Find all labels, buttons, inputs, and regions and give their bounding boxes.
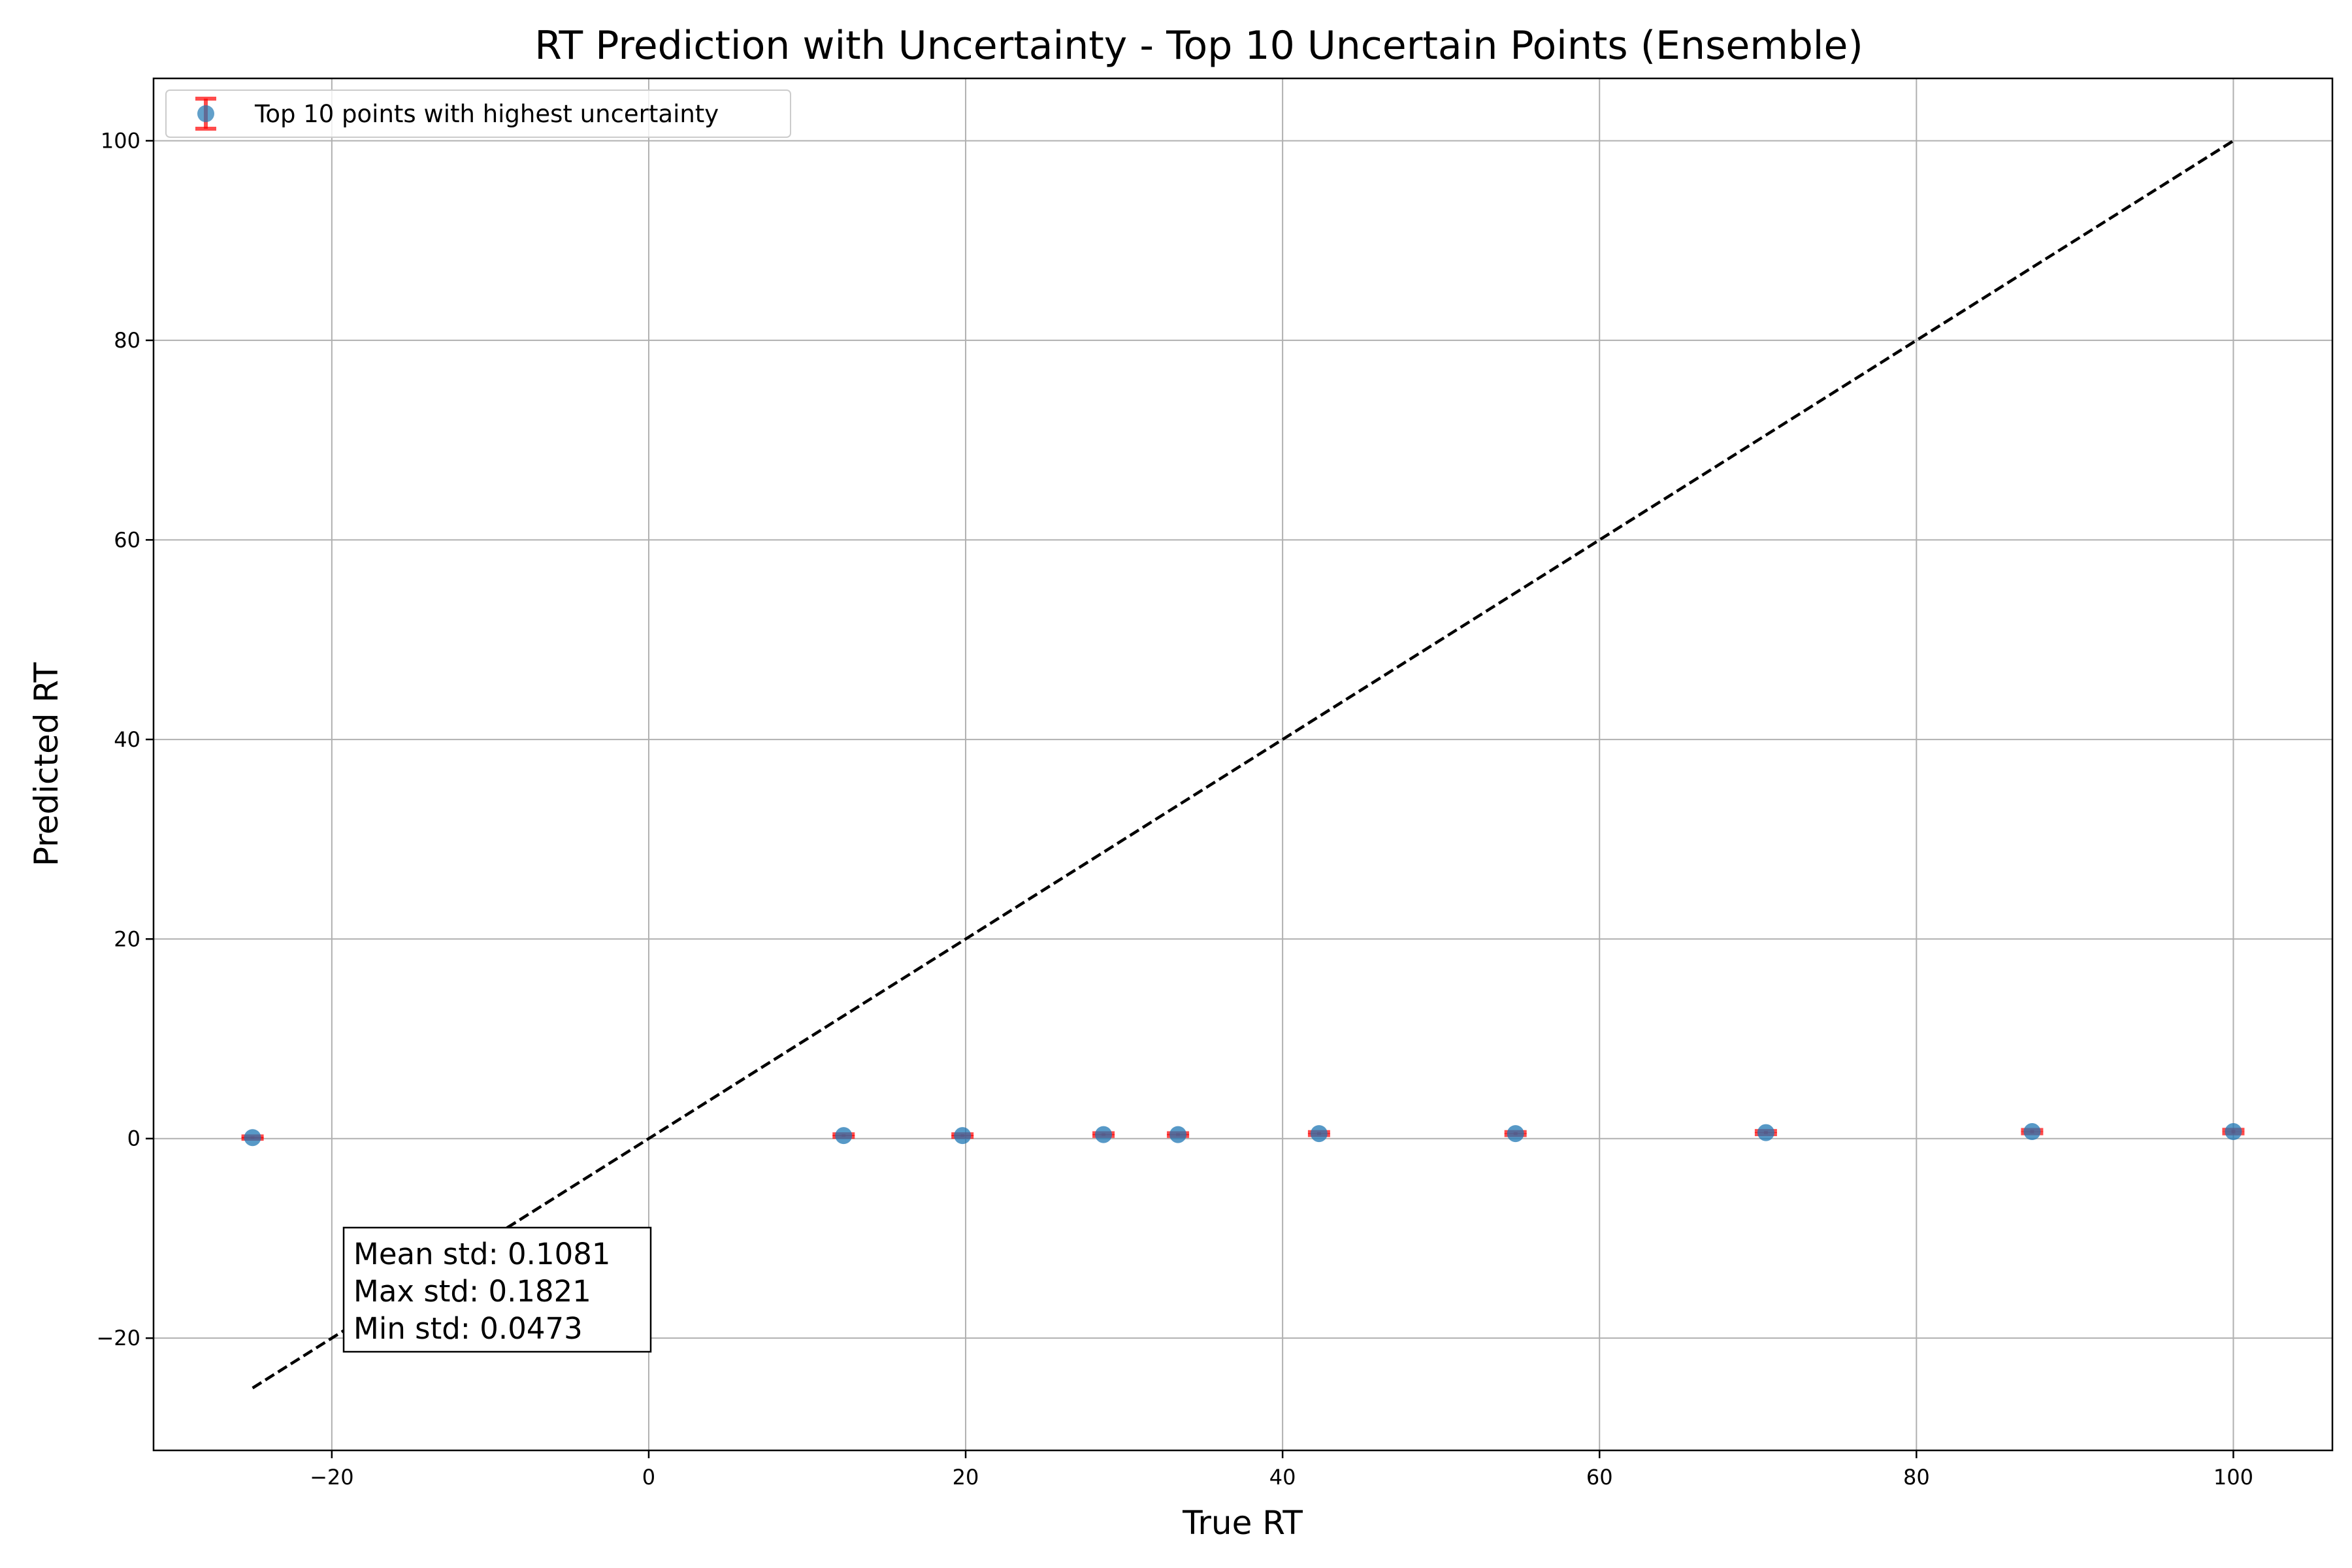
y-tick-label: 100 bbox=[101, 128, 140, 153]
data-point bbox=[1092, 1126, 1115, 1143]
stats-box bbox=[342, 1226, 652, 1353]
y-tick-label: 0 bbox=[127, 1126, 140, 1151]
point-marker bbox=[2023, 1123, 2041, 1141]
point-marker bbox=[1169, 1126, 1187, 1143]
data-point bbox=[2021, 1123, 2044, 1141]
y-tick-label: 60 bbox=[114, 527, 140, 552]
point-marker bbox=[1310, 1125, 1328, 1143]
x-tick-label: 60 bbox=[1586, 1465, 1613, 1490]
legend-marker bbox=[195, 97, 216, 131]
point-marker bbox=[835, 1127, 853, 1145]
data-point bbox=[2222, 1123, 2245, 1141]
plot-frame bbox=[152, 77, 2334, 1452]
data-point bbox=[1754, 1124, 1777, 1141]
point-marker bbox=[1095, 1126, 1113, 1143]
point-marker bbox=[244, 1129, 261, 1147]
data-point bbox=[832, 1127, 855, 1145]
x-tick-label: 80 bbox=[1903, 1465, 1930, 1490]
point-marker bbox=[954, 1127, 972, 1145]
data-point bbox=[1167, 1126, 1190, 1143]
x-axis-ticks: −20 0 20 40 60 80 100 bbox=[310, 1450, 2253, 1490]
legend: Top 10 points with highest uncertainty bbox=[165, 90, 791, 138]
x-tick-label: 0 bbox=[642, 1465, 655, 1490]
x-tick-label: −20 bbox=[310, 1465, 354, 1490]
x-axis-label: True RT bbox=[1182, 1504, 1303, 1542]
y-tick-label: 40 bbox=[114, 727, 140, 752]
x-tick-label: 40 bbox=[1269, 1465, 1296, 1490]
data-point bbox=[1307, 1125, 1330, 1143]
point-marker bbox=[2225, 1123, 2242, 1141]
chart-title: RT Prediction with Uncertainty - Top 10 … bbox=[534, 23, 1863, 69]
data-point bbox=[241, 1129, 264, 1147]
data-point bbox=[1504, 1125, 1527, 1143]
y-tick-label: −20 bbox=[96, 1326, 140, 1350]
point-marker bbox=[1507, 1125, 1524, 1143]
stats-annotation: Mean std: 0.1081 Max std: 0.1821 Min std… bbox=[342, 1226, 652, 1353]
legend-label: Top 10 points with highest uncertainty bbox=[254, 100, 719, 128]
y-tick-label: 20 bbox=[114, 926, 140, 951]
y-axis-label: Predicted RT bbox=[27, 662, 65, 866]
stats-max-std: Max std: 0.1821 bbox=[353, 1274, 591, 1309]
stats-min-std: Min std: 0.0473 bbox=[353, 1311, 583, 1346]
point-marker bbox=[1757, 1124, 1774, 1141]
legend-frame bbox=[165, 90, 791, 138]
data-points-layer bbox=[241, 1123, 2245, 1147]
x-tick-label: 20 bbox=[953, 1465, 979, 1490]
stats-mean-std: Mean std: 0.1081 bbox=[353, 1237, 611, 1271]
y-tick-label: 80 bbox=[114, 328, 140, 353]
data-point bbox=[951, 1127, 974, 1145]
y-axis-ticks: −20 0 20 40 60 80 100 bbox=[96, 128, 154, 1350]
x-tick-label: 100 bbox=[2213, 1465, 2253, 1490]
